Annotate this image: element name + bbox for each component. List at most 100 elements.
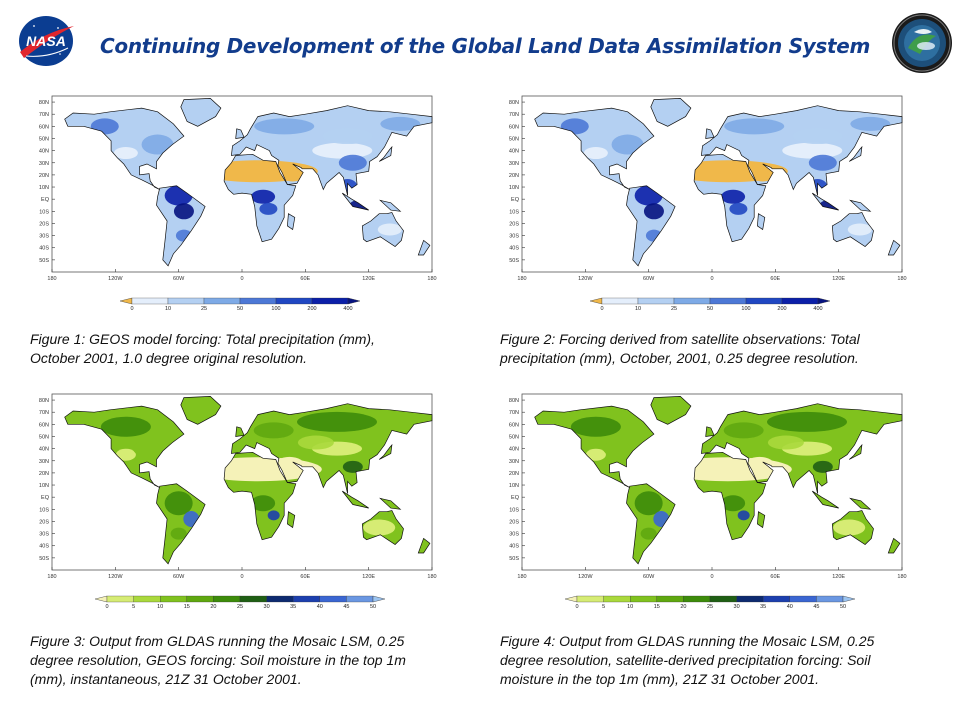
lat-label: 70N — [509, 410, 519, 416]
lat-label: 20N — [39, 173, 49, 179]
coastline — [626, 185, 676, 267]
lon-label: 180 — [517, 574, 526, 580]
lat-label: 50N — [509, 434, 519, 440]
colorbar-tick-label: 400 — [813, 306, 822, 312]
emblem-logo — [890, 10, 954, 76]
lat-label: 30S — [509, 234, 519, 240]
lat-label: 10S — [39, 209, 49, 215]
lat-label: 10S — [509, 209, 519, 215]
lat-label: 30N — [39, 161, 49, 167]
coastline — [223, 451, 297, 541]
colorbar-tick-label: 0 — [600, 306, 603, 312]
lon-label: 120E — [832, 574, 845, 580]
lat-label: 10S — [509, 507, 519, 513]
colorbar-tick-label: 35 — [290, 604, 296, 610]
lon-label: 180 — [47, 574, 56, 580]
lat-label: 40S — [39, 544, 49, 550]
coastline — [64, 405, 185, 488]
lat-label: 80N — [509, 100, 519, 106]
lat-label: EQ — [511, 197, 520, 203]
colorbar-tick-label: 400 — [343, 306, 352, 312]
colorbar-tick-label: 25 — [707, 604, 713, 610]
colorbar-tick-label: 40 — [787, 604, 793, 610]
lat-label: 50S — [39, 258, 49, 264]
figure-2-caption: Figure 2: Forcing derived from satellite… — [500, 330, 860, 368]
figure-1-map: 80N 70N 60N 50N 40N 30N 20N 10N EQ 10S 20S 30S 40S 50… — [39, 95, 437, 312]
lat-label: 60N — [509, 422, 519, 428]
lat-label: 30S — [39, 234, 49, 240]
coastline — [156, 483, 206, 565]
coastline — [693, 153, 767, 243]
lat-label: 50N — [509, 136, 519, 142]
lat-label: 10N — [39, 483, 49, 489]
coastline — [361, 212, 404, 247]
nasa-logo: NASA — [14, 14, 78, 68]
coastline — [235, 426, 245, 437]
colorbar-tick-label: 45 — [813, 604, 819, 610]
coastline — [693, 451, 767, 541]
lat-label: 20S — [509, 519, 519, 525]
coastline — [64, 107, 185, 190]
figure-4-caption: Figure 4: Output from GLDAS running the … — [500, 632, 874, 689]
lat-label: 70N — [39, 112, 49, 118]
colorbar-tick-label: 30 — [264, 604, 270, 610]
colorbar-tick-label: 10 — [627, 604, 633, 610]
coastline — [812, 192, 839, 211]
lat-label: 20N — [509, 471, 519, 477]
colorbar-tick-label: 30 — [734, 604, 740, 610]
lon-label: 180 — [427, 276, 436, 282]
lat-label: 50N — [39, 136, 49, 142]
coastline — [848, 145, 863, 162]
coastline — [831, 212, 874, 247]
lat-label: 40S — [509, 246, 519, 252]
coastline — [812, 490, 839, 509]
colorbar-tick-label: 15 — [184, 604, 190, 610]
colorbar: 0 5 10 15 20 25 30 35 40 45 50 — [94, 595, 386, 610]
lat-label: 40S — [509, 544, 519, 550]
lat-label: 10N — [39, 185, 49, 191]
coastline — [180, 396, 222, 425]
lon-label: 0 — [710, 276, 713, 282]
lat-label: 20S — [39, 221, 49, 227]
lon-label: 60W — [643, 276, 655, 282]
lat-label: 50N — [39, 434, 49, 440]
coastline — [887, 537, 901, 554]
coastline — [626, 483, 676, 565]
coastline — [705, 128, 715, 139]
figure-3-map: 80N70N60N50N40N30N20N10NEQ10S20S30S40S50… — [39, 393, 437, 610]
svg-text:NASA: NASA — [26, 33, 66, 49]
lat-label: 60N — [39, 124, 49, 130]
coastline — [287, 213, 296, 231]
coastline — [379, 199, 402, 212]
coastline — [378, 443, 393, 460]
lat-label: 50S — [509, 556, 519, 562]
figure-2: 80N 70N 60N 50N 40N 30N 20N 10N EQ 10S 20S 30S 40S 50… — [500, 90, 920, 366]
coastline — [231, 403, 433, 494]
lon-label: 0 — [240, 574, 243, 580]
lat-label: 10S — [39, 507, 49, 513]
coastline — [379, 497, 402, 510]
coastline — [361, 510, 404, 545]
colorbar-tick-label: 50 — [707, 306, 713, 312]
lon-label: 120E — [362, 276, 375, 282]
lon-label: 120W — [578, 574, 593, 580]
lat-label: 80N — [509, 398, 519, 404]
figure-4-map: 80N70N60N50N40N30N20N10NEQ10S20S30S40S50… — [509, 393, 907, 610]
caption-line: Figure 4: Output from GLDAS running the … — [500, 633, 875, 649]
lon-label: 0 — [240, 276, 243, 282]
colorbar-tick-label: 20 — [210, 604, 216, 610]
lat-label: 60N — [509, 124, 519, 130]
coastline — [223, 153, 297, 243]
figure-2-map: 80N 70N 60N 50N 40N 30N 20N 10N EQ 10S 20S 30S 40S 50… — [509, 95, 907, 312]
lon-label: 120W — [578, 276, 593, 282]
colorbar: 0 10 25 50 100 200 400 — [589, 297, 831, 312]
lon-label: 60W — [643, 574, 655, 580]
coastline — [417, 239, 431, 256]
lat-label: 50S — [509, 258, 519, 264]
lon-label: 60E — [300, 276, 310, 282]
caption-line: Figure 3: Output from GLDAS running the … — [30, 633, 405, 649]
lon-label: 60E — [770, 276, 780, 282]
lat-label: 30N — [509, 459, 519, 465]
figure-3: 80N 70N 60N 50N 40N 30N 20N 10N EQ 10S 20S 30S 40S 50… — [30, 388, 470, 688]
colorbar-tick-label: 50 — [237, 306, 243, 312]
